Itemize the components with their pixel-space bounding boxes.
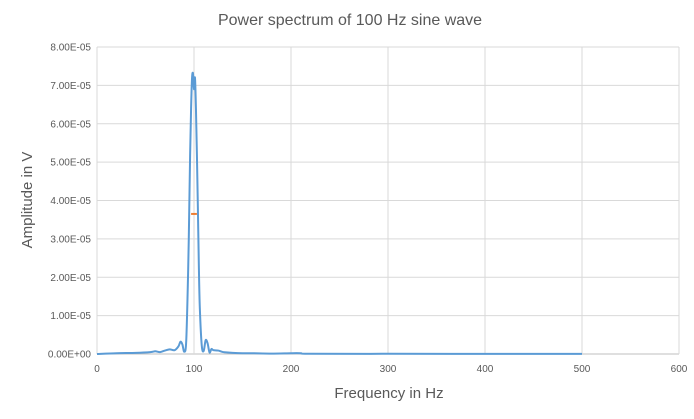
x-tick-label: 300 [380, 364, 397, 375]
x-tick-label: 200 [283, 364, 300, 375]
y-tick-label: 0.00E+00 [48, 350, 92, 361]
x-tick-label: 500 [574, 364, 591, 375]
x-tick-label: 100 [186, 364, 203, 375]
x-axis-title: Frequency in Hz [334, 385, 443, 402]
y-tick-label: 7.00E-05 [50, 81, 91, 92]
x-tick-label: 600 [671, 364, 688, 375]
y-axis-title: Amplitude in V [19, 152, 36, 249]
x-tick-label: 0 [94, 364, 100, 375]
chart-title: Power spectrum of 100 Hz sine wave [218, 12, 482, 29]
gridlines [96, 46, 680, 355]
y-tick-label: 4.00E-05 [50, 196, 91, 207]
y-tick-label: 8.00E-05 [50, 43, 91, 54]
y-tick-label: 5.00E-05 [50, 158, 91, 169]
series-layer [96, 71, 583, 355]
y-tick-label: 2.00E-05 [50, 273, 91, 284]
x-tick-label: 400 [477, 364, 494, 375]
series-line [96, 71, 583, 355]
y-tick-label: 1.00E-05 [50, 311, 91, 322]
axes: 0.00E+00 1.00E-05 2.00E-05 3.00E-05 4.00E-05… [48, 43, 688, 376]
y-tick-label: 6.00E-05 [50, 119, 91, 130]
y-tick-label: 3.00E-05 [50, 234, 91, 245]
